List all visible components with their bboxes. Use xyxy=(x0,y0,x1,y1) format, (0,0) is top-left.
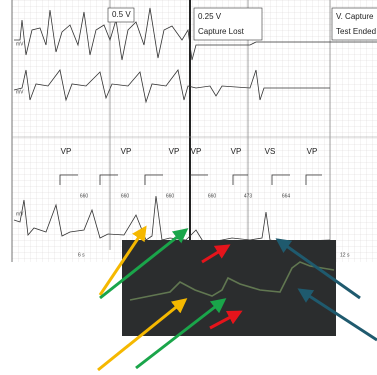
unit-label: mV xyxy=(16,41,24,47)
interval-label: 660 xyxy=(121,193,130,199)
box-label: Capture Lost xyxy=(198,27,245,36)
marker-label: VP xyxy=(169,147,180,156)
marker-label: VP xyxy=(61,147,72,156)
time-label: 12 s xyxy=(340,252,350,258)
ecg-figure: 0.5 V 0.25 V Capture Lost V. Capture Tes… xyxy=(0,0,377,375)
box-label: Test Ended xyxy=(336,27,376,36)
interval-label: 660 xyxy=(80,193,89,199)
screenshot: 0.5 V 0.25 V Capture Lost V. Capture Tes… xyxy=(0,0,377,375)
interval-label: 660 xyxy=(208,193,217,199)
marker-label: VP xyxy=(121,147,132,156)
interval-label: 664 xyxy=(282,193,291,199)
marker-label: VP xyxy=(307,147,318,156)
time-label: 6 s xyxy=(78,252,85,258)
marker-label: VP xyxy=(231,147,242,156)
box-label: 0.5 V xyxy=(112,10,131,19)
interval-label: 473 xyxy=(244,193,253,199)
interval-label: 660 xyxy=(166,193,175,199)
box-label: V. Capture xyxy=(336,12,374,21)
unit-label: mV xyxy=(16,89,24,95)
marker-label: VP xyxy=(191,147,202,156)
unit-label: mV xyxy=(16,211,24,217)
marker-label: VS xyxy=(265,147,276,156)
box-label: 0.25 V xyxy=(198,12,222,21)
